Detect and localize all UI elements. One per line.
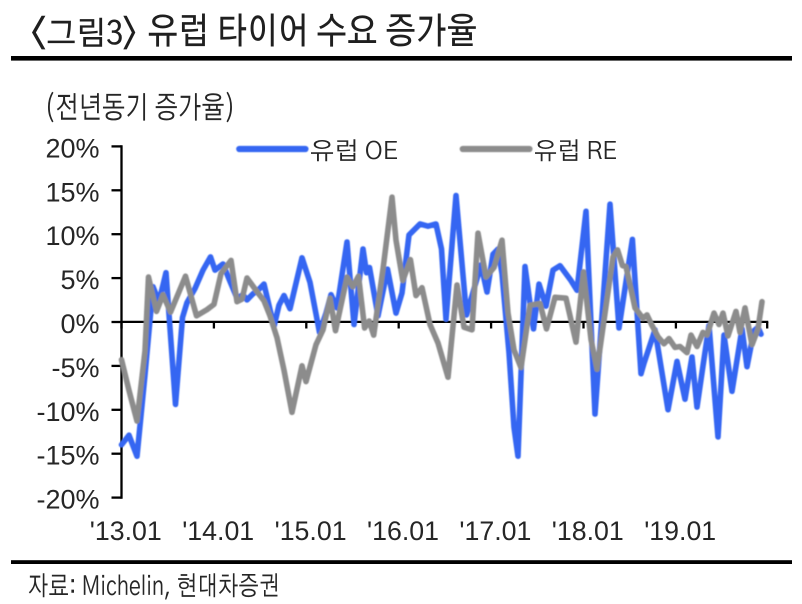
svg-text:'18.01: '18.01 <box>552 516 624 546</box>
svg-text:'16.01: '16.01 <box>367 516 439 546</box>
svg-text:'13.01: '13.01 <box>90 516 162 546</box>
svg-text:15%: 15% <box>45 177 99 207</box>
svg-text:'15.01: '15.01 <box>275 516 347 546</box>
svg-text:5%: 5% <box>60 265 99 295</box>
svg-text:'17.01: '17.01 <box>459 516 531 546</box>
svg-text:'19.01: '19.01 <box>644 516 716 546</box>
svg-text:'14.01: '14.01 <box>182 516 254 546</box>
svg-text:-10%: -10% <box>36 397 99 427</box>
svg-text:0%: 0% <box>60 309 99 339</box>
svg-text:-20%: -20% <box>36 485 99 515</box>
svg-text:-15%: -15% <box>36 441 99 471</box>
svg-text:10%: 10% <box>45 221 99 251</box>
svg-text:20%: 20% <box>45 133 99 163</box>
svg-text:-5%: -5% <box>51 353 99 383</box>
